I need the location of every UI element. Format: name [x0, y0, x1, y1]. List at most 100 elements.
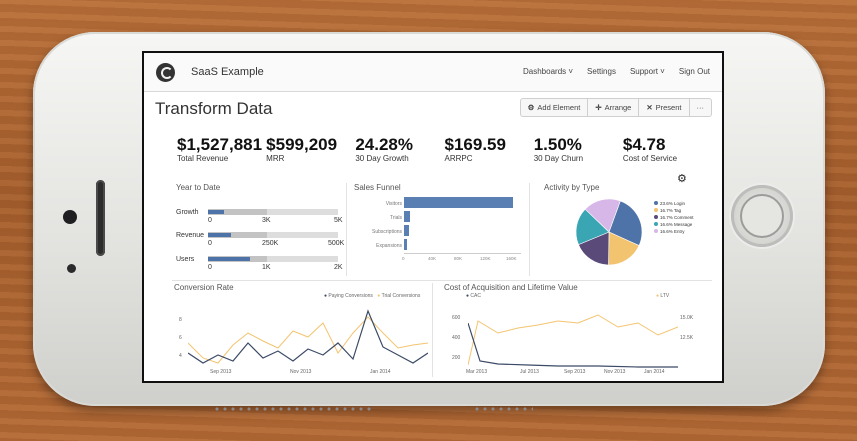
dashboard-toolbar: ⚙ Add Element ✛ Arrange ✕ Present ···	[519, 98, 712, 117]
add-element-label: Add Element	[537, 103, 581, 112]
tick-left: 0	[208, 264, 212, 271]
legend-paying: Paying Conversions	[328, 293, 373, 299]
trial-conversions-line	[188, 316, 428, 364]
pie-slice[interactable]	[584, 198, 621, 233]
gear-icon: ⚙	[527, 103, 535, 112]
legend-item: 16.7% Tag	[654, 207, 694, 214]
kpi-label: 30 Day Churn	[533, 154, 584, 163]
kpi-value: $599,209	[266, 135, 338, 154]
funnel-bar-visitors[interactable]	[404, 197, 513, 208]
tick-mid: 250K	[262, 240, 279, 247]
top-nav: SaaS Example Dashboards ˅ Settings Suppo…	[144, 53, 722, 92]
funnel-axis	[404, 253, 521, 254]
legend-text: 23.6% Login	[660, 201, 686, 206]
legend-trial: Trial Conversions	[381, 293, 421, 299]
ltv-line	[468, 314, 678, 366]
panel-title: Year to Date	[176, 183, 221, 192]
pie-slice[interactable]	[608, 231, 640, 266]
settings-gear-icon[interactable]: ⚙	[677, 173, 687, 185]
legend-dot	[654, 215, 658, 219]
arrange-button[interactable]: ✛ Arrange	[588, 99, 640, 116]
speaker-grille	[213, 406, 373, 412]
y-tick-left: 400	[452, 335, 461, 341]
legend-ltv: LTV	[660, 293, 670, 299]
present-button[interactable]: ✕ Present	[639, 99, 690, 116]
legend-dot	[654, 201, 658, 205]
legend-item: 16.6% Message	[654, 221, 694, 228]
move-icon: ✛	[595, 103, 602, 112]
funnel-bar-subscriptions[interactable]	[404, 225, 409, 236]
activity-pie-chart[interactable]	[574, 197, 644, 267]
x-tick: Jul 2013	[520, 369, 539, 375]
pie-slice[interactable]	[608, 200, 643, 246]
add-element-button[interactable]: ⚙ Add Element	[521, 99, 589, 116]
conversion-line-chart[interactable]	[188, 303, 428, 369]
panel-title: Cost of Acquisition and Lifetime Value	[444, 283, 578, 292]
bullet-range	[208, 232, 267, 238]
kpi-label: MRR	[266, 154, 285, 163]
legend-dot: ●	[466, 293, 470, 299]
arrange-label: Arrange	[604, 103, 632, 112]
funnel-bar-expansions[interactable]	[404, 239, 407, 250]
more-button[interactable]: ···	[696, 103, 705, 112]
y-tick: 8	[179, 317, 182, 323]
kpi-value: $4.78	[622, 135, 666, 154]
activity-by-type-panel: Activity by Type 23.6% Login 16.7% Tag 1…	[544, 183, 722, 276]
year-to-date-panel: Year to Date Growth 0 3K 5K Revenue 0 25…	[176, 183, 347, 276]
legend-dot	[654, 229, 658, 233]
kpi-30-day-churn: 1.50% 30 Day Churn	[533, 136, 623, 164]
section-divider	[172, 280, 712, 281]
legend-dot: ●	[324, 293, 328, 299]
bullet-measure	[208, 257, 250, 261]
legend-text: 16.6% Message	[660, 222, 693, 227]
funnel-tick: 40K	[428, 256, 437, 261]
phone-screen: SaaS Example Dashboards ˅ Settings Suppo…	[142, 51, 724, 383]
legend-text: 16.6% Entry	[660, 229, 685, 234]
kpi-30-day-growth: 24.28% 30 Day Growth	[355, 136, 444, 164]
kpi-value: $169.59	[444, 135, 506, 154]
cac-legend: ● CAC	[466, 293, 481, 299]
ytd-row-label: Growth	[176, 209, 199, 216]
pie-slice[interactable]	[578, 231, 610, 266]
sales-funnel-panel: Sales Funnel Visitors Trials Subscriptio…	[354, 183, 530, 276]
x-tick: Mar 2013	[466, 369, 488, 375]
app-name[interactable]: SaaS Example	[191, 66, 264, 78]
y-tick-left: 600	[452, 315, 461, 321]
legend-dot: ●	[656, 293, 660, 299]
ytd-row-label: Revenue	[176, 232, 205, 239]
y-tick-left: 200	[452, 355, 461, 361]
ytd-revenue-bar[interactable]	[208, 232, 338, 238]
y-tick: 4	[179, 353, 182, 359]
legend-cac: CAC	[470, 293, 481, 299]
front-camera	[63, 210, 77, 224]
earpiece-speaker	[96, 180, 105, 256]
nav-dashboards[interactable]: Dashboards ˅	[523, 67, 574, 76]
nav-sign-out[interactable]: Sign Out	[678, 67, 710, 76]
bullet-range	[208, 209, 267, 215]
nav-support[interactable]: Support ˅	[629, 67, 665, 76]
kpi-label: 30 Day Growth	[355, 154, 409, 163]
nav-settings[interactable]: Settings	[587, 67, 616, 76]
kpi-label: ARRPC	[444, 154, 473, 163]
cac-line	[468, 322, 678, 368]
expand-icon: ✕	[646, 103, 653, 112]
kpi-mrr: $599,209 MRR	[266, 135, 355, 164]
funnel-bar-trials[interactable]	[404, 211, 410, 222]
y-tick-right: 15.0K	[680, 315, 694, 321]
funnel-stage-label: Trials	[389, 215, 402, 221]
funnel-stage-label: Subscriptions	[371, 229, 402, 235]
conversion-rate-panel: Conversion Rate ● Paying Conversions ● T…	[174, 283, 433, 377]
kpi-row: $1,527,881 Total Revenue $599,209 MRR 24.2…	[177, 135, 712, 164]
x-tick: Sep 2013	[210, 369, 232, 375]
home-button[interactable]	[731, 185, 793, 247]
cac-ltv-line-chart[interactable]	[468, 303, 678, 369]
tick-right: 500K	[328, 240, 345, 247]
ytd-growth-bar[interactable]	[208, 209, 338, 215]
tick-left: 0	[208, 240, 212, 247]
legend-text: 16.7% Comment	[660, 215, 694, 220]
x-tick: Nov 2013	[290, 369, 312, 375]
kpi-cost-of-service: $4.78 Cost of Service	[622, 135, 712, 164]
ytd-users-bar[interactable]	[208, 256, 338, 262]
app-logo-icon[interactable]	[156, 63, 175, 82]
page-title: Transform Data	[155, 99, 273, 118]
